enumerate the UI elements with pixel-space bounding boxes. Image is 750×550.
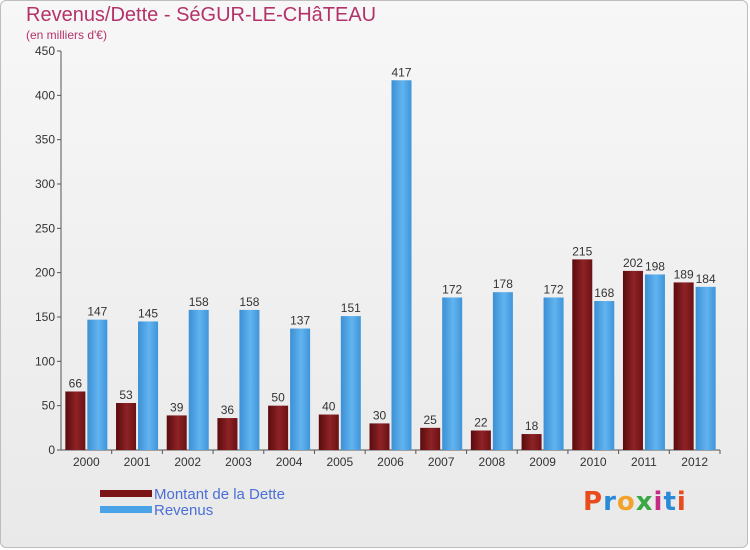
- x-tick-label: 2010: [580, 455, 607, 469]
- data-label-revenus-2003: 158: [239, 295, 259, 309]
- bar-revenus-2005: [340, 316, 361, 450]
- bar-dette-2003: [217, 418, 238, 450]
- x-tick-label: 2006: [377, 455, 404, 469]
- x-tick-label: 2009: [529, 455, 556, 469]
- proxiti-logo: Proxiti: [583, 487, 687, 517]
- logo-letter: P: [583, 487, 604, 517]
- data-label-dette-2006: 30: [373, 408, 387, 422]
- bar-dette-2001: [116, 403, 137, 450]
- chart-title: Revenus/Dette - SéGUR-LE-CHâTEAU: [26, 4, 377, 26]
- logo-letter: i: [676, 487, 687, 517]
- logo-letter: r: [603, 487, 617, 517]
- x-tick-label: 2001: [124, 455, 151, 469]
- bar-dette-2008: [470, 430, 491, 450]
- data-label-revenus-2010: 168: [594, 286, 614, 300]
- bar-dette-2009: [521, 434, 542, 450]
- data-label-revenus-2011: 198: [645, 259, 665, 273]
- data-label-dette-2010: 215: [572, 244, 592, 258]
- legend-swatch-dette: [100, 490, 152, 497]
- data-label-dette-2002: 39: [170, 400, 184, 414]
- y-tick-label: 300: [35, 177, 55, 191]
- y-tick-label: 0: [48, 443, 55, 457]
- bar-revenus-2000: [87, 319, 108, 450]
- data-label-revenus-2012: 184: [696, 272, 716, 286]
- bar-dette-2010: [572, 259, 593, 450]
- bar-dette-2011: [622, 270, 643, 450]
- logo-letter: o: [616, 487, 636, 517]
- data-label-revenus-2008: 178: [493, 277, 513, 291]
- x-tick-label: 2007: [428, 455, 455, 469]
- data-label-revenus-2007: 172: [442, 282, 462, 296]
- bar-revenus-2002: [188, 309, 209, 450]
- y-tick-label: 450: [35, 44, 55, 58]
- data-label-dette-2012: 189: [674, 267, 694, 281]
- y-tick-label: 400: [35, 88, 55, 102]
- data-label-dette-2001: 53: [119, 388, 133, 402]
- bar-revenus-2009: [543, 297, 564, 450]
- data-label-revenus-2002: 158: [189, 295, 209, 309]
- bar-dette-2007: [420, 427, 441, 450]
- bar-revenus-2006: [391, 80, 412, 450]
- bar-revenus-2010: [594, 301, 615, 450]
- x-tick-label: 2003: [225, 455, 252, 469]
- y-tick-label: 150: [35, 310, 55, 324]
- x-tick-label: 2004: [276, 455, 303, 469]
- x-tick-label: 2008: [479, 455, 506, 469]
- bar-revenus-2003: [239, 309, 260, 450]
- bar-revenus-2012: [695, 286, 716, 450]
- bar-revenus-2001: [138, 321, 159, 450]
- bar-dette-2012: [673, 282, 694, 450]
- y-tick-label: 100: [35, 354, 55, 368]
- data-label-revenus-2005: 151: [341, 301, 361, 315]
- data-label-dette-2009: 18: [525, 419, 539, 433]
- x-tick-label: 2002: [174, 455, 201, 469]
- data-label-dette-2008: 22: [474, 415, 488, 429]
- bar-revenus-2004: [290, 328, 311, 450]
- bar-dette-2004: [268, 405, 289, 450]
- legend-swatch-revenus: [100, 506, 152, 513]
- x-tick-label: 2000: [73, 455, 100, 469]
- legend-label-revenus: Revenus: [154, 502, 214, 519]
- bar-revenus-2008: [492, 292, 513, 450]
- bar-revenus-2011: [644, 274, 665, 450]
- data-label-dette-2011: 202: [623, 256, 643, 270]
- logo-letter: i: [653, 487, 664, 517]
- y-tick-label: 350: [35, 133, 55, 147]
- bar-dette-2002: [166, 415, 187, 450]
- x-tick-label: 2005: [326, 455, 353, 469]
- data-label-dette-2003: 36: [221, 403, 235, 417]
- x-tick-label: 2011: [631, 455, 657, 469]
- data-label-revenus-2001: 145: [138, 306, 158, 320]
- logo-letter: x: [635, 487, 654, 517]
- data-label-revenus-2006: 417: [391, 65, 411, 79]
- data-label-dette-2007: 25: [424, 413, 438, 427]
- bar-dette-2005: [318, 414, 339, 450]
- x-tick-label: 2012: [681, 455, 708, 469]
- bar-dette-2006: [369, 423, 390, 450]
- legend-label-dette: Montant de la Dette: [154, 486, 285, 503]
- data-label-revenus-2000: 147: [87, 305, 107, 319]
- data-label-revenus-2004: 137: [290, 314, 310, 328]
- data-label-dette-2000: 66: [69, 376, 83, 390]
- y-tick-label: 200: [35, 266, 55, 280]
- data-label-dette-2005: 40: [322, 400, 336, 414]
- bar-dette-2000: [65, 391, 86, 450]
- data-label-dette-2004: 50: [271, 391, 285, 405]
- data-label-revenus-2009: 172: [544, 282, 564, 296]
- logo-letter: t: [663, 487, 677, 517]
- y-tick-label: 250: [35, 221, 55, 235]
- chart-subtitle: (en milliers d'€): [26, 28, 107, 42]
- y-tick-label: 50: [42, 399, 56, 413]
- bar-revenus-2007: [442, 297, 463, 450]
